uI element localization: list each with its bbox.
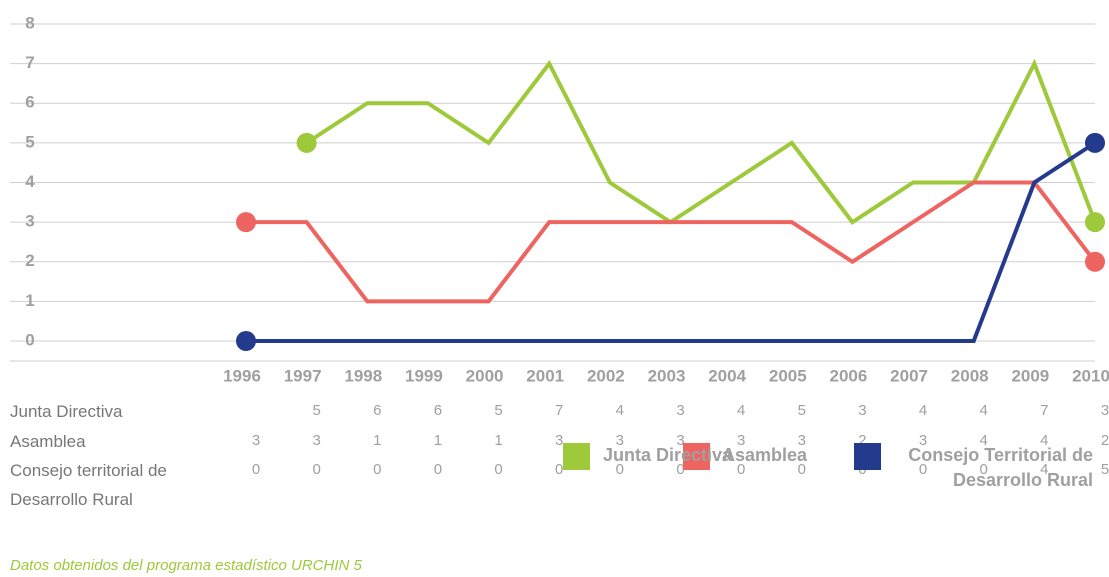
table-value: 0 xyxy=(312,461,320,478)
x-tick-label: 1999 xyxy=(405,366,443,385)
x-tick-label: 2006 xyxy=(830,366,868,385)
table-value: 0 xyxy=(616,461,624,478)
table-value: 0 xyxy=(252,461,260,478)
table-value: 5 xyxy=(798,402,806,419)
end-marker xyxy=(296,132,317,153)
end-marker xyxy=(1085,251,1105,272)
end-marker xyxy=(236,331,256,351)
series-line xyxy=(305,58,1097,225)
table-value: 4 xyxy=(737,402,745,419)
table-value: 6 xyxy=(373,402,381,419)
x-tick-label: 2008 xyxy=(951,366,989,385)
table-row-label: Consejo territorial de Desarrollo Rural xyxy=(10,461,167,509)
table-value: 4 xyxy=(1040,432,1048,449)
table-value: 6 xyxy=(434,402,442,419)
table-value: 5 xyxy=(494,402,502,419)
y-tick-label: 3 xyxy=(25,212,34,231)
table-value: 7 xyxy=(555,402,563,419)
x-tick-label: 2005 xyxy=(769,366,807,385)
series-line xyxy=(246,141,1097,343)
x-tick-label: 2007 xyxy=(890,366,928,385)
table-value: 0 xyxy=(737,461,745,478)
table-value: 1 xyxy=(434,432,442,449)
x-tick-label: 1996 xyxy=(223,366,261,385)
table-value: 0 xyxy=(919,461,927,478)
table-value: 3 xyxy=(676,402,684,419)
table-value: 3 xyxy=(858,402,866,419)
x-tick-label: 2009 xyxy=(1011,366,1049,385)
x-tick-label: 2001 xyxy=(526,366,564,385)
y-tick-label: 6 xyxy=(25,93,34,112)
series-line xyxy=(246,180,1097,304)
legend-swatch xyxy=(683,443,710,470)
table-value: 0 xyxy=(980,461,988,478)
table-value: 0 xyxy=(373,461,381,478)
table-value: 4 xyxy=(1040,461,1048,478)
table-value: 0 xyxy=(676,461,684,478)
table-value: 3 xyxy=(312,432,320,449)
x-tick-label: 1998 xyxy=(344,366,382,385)
legend-label: Consejo Territorial de Desarrollo Rural xyxy=(908,445,1093,490)
table-row-label: Junta Directiva xyxy=(10,402,123,421)
y-tick-label: 1 xyxy=(25,291,34,310)
note: Datos obtenidos del programa estadístico… xyxy=(10,557,362,574)
table-value: 4 xyxy=(980,402,988,419)
table-value: 3 xyxy=(616,432,624,449)
table-value: 3 xyxy=(798,432,806,449)
x-tick-label: 1997 xyxy=(284,366,322,385)
y-tick-label: 0 xyxy=(25,330,34,349)
table-value: 0 xyxy=(798,461,806,478)
table-value: 4 xyxy=(919,402,927,419)
table-value: 3 xyxy=(555,432,563,449)
legend-swatch xyxy=(854,443,881,470)
table-value: 1 xyxy=(373,432,381,449)
table-value: 3 xyxy=(676,432,684,449)
end-marker xyxy=(1085,212,1105,233)
y-tick-label: 4 xyxy=(25,172,35,191)
y-tick-label: 2 xyxy=(25,251,34,270)
table-value: 0 xyxy=(434,461,442,478)
table-value: 3 xyxy=(252,432,260,449)
legend-label: Asamblea xyxy=(722,445,808,465)
table-value: 2 xyxy=(858,432,866,449)
table-value: 3 xyxy=(1101,402,1109,419)
y-tick-label: 8 xyxy=(25,13,34,32)
end-marker xyxy=(1085,132,1105,153)
x-tick-label: 2010 xyxy=(1072,366,1109,385)
table-value: 2 xyxy=(1101,432,1109,449)
table-value: 5 xyxy=(312,402,320,419)
x-tick-label: 2003 xyxy=(648,366,686,385)
end-marker xyxy=(236,212,256,233)
table-value: 4 xyxy=(616,402,624,419)
table-value: 4 xyxy=(980,432,988,449)
legend-swatch xyxy=(563,443,590,470)
x-tick-label: 2004 xyxy=(708,366,746,385)
table-value: 5 xyxy=(1101,461,1109,478)
table-value: 0 xyxy=(494,461,502,478)
x-tick-label: 2000 xyxy=(466,366,504,385)
table-row-label: Asamblea xyxy=(10,432,86,451)
legend-label: Junta Directiva xyxy=(603,445,733,465)
table-value: 1 xyxy=(494,432,502,449)
y-tick-label: 7 xyxy=(25,53,34,72)
table-value: 7 xyxy=(1040,402,1048,419)
table-value: 3 xyxy=(919,432,927,449)
table-value: 0 xyxy=(555,461,563,478)
x-tick-label: 2002 xyxy=(587,366,625,385)
table-value: 3 xyxy=(737,432,745,449)
y-tick-label: 5 xyxy=(25,132,34,151)
